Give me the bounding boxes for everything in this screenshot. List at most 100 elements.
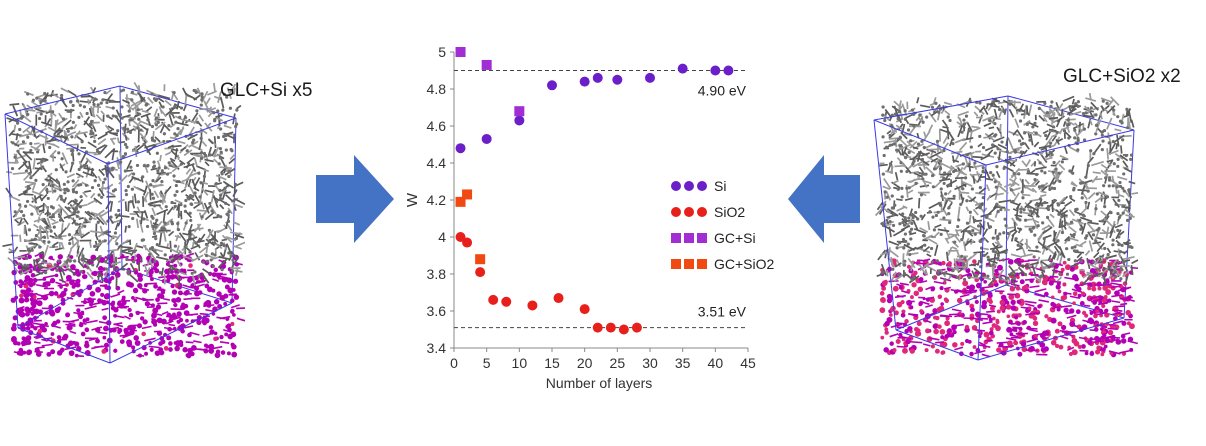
carbon-atom (27, 247, 31, 251)
carbon-bond (934, 223, 942, 229)
carbon-bond (1056, 251, 1061, 261)
substrate-bond (69, 318, 80, 323)
carbon-bond (101, 166, 108, 171)
carbon-atom (33, 237, 37, 241)
carbon-atom (45, 188, 49, 192)
carbon-bond (941, 119, 949, 128)
carbon-atom (1012, 171, 1016, 176)
carbon-bond (219, 166, 233, 170)
carbon-bond (928, 112, 937, 123)
substrate-atom (1062, 282, 1067, 287)
carbon-atom (68, 241, 72, 246)
carbon-bond (1103, 217, 1114, 228)
substrate-bond (1090, 298, 1103, 303)
carbon-bond (1117, 189, 1120, 198)
carbon-bond (159, 124, 166, 134)
carbon-bond (1005, 137, 1009, 147)
carbon-atom (1045, 110, 1050, 115)
carbon-atom (1069, 194, 1073, 199)
carbon-bond (1063, 145, 1068, 155)
substrate-atom (204, 283, 210, 289)
carbon-bond (1050, 133, 1058, 138)
carbon-bond (98, 168, 105, 177)
carbon-bond (217, 258, 228, 269)
carbon-bond (26, 172, 34, 178)
carbon-bond (1119, 154, 1129, 162)
carbon-atom (161, 105, 165, 109)
carbon-atom (1008, 155, 1012, 159)
carbon-atom (903, 109, 907, 113)
substrate-bond (1070, 323, 1079, 328)
carbon-bond (56, 129, 64, 136)
carbon-atom (135, 163, 140, 168)
carbon-bond (1125, 209, 1134, 217)
carbon-atom (1129, 157, 1133, 162)
carbon-atom (935, 259, 939, 263)
carbon-atom (217, 162, 221, 166)
substrate-atom (1102, 285, 1108, 291)
substrate-bond (219, 341, 230, 345)
carbon-atom (921, 177, 925, 181)
carbon-atom (1016, 217, 1020, 221)
carbon-atom (932, 228, 937, 232)
carbon-bond (961, 230, 966, 240)
substrate-atom (962, 280, 969, 287)
substrate-atom (879, 307, 886, 314)
substrate-atom (889, 313, 893, 317)
carbon-atom (66, 188, 70, 192)
substrate-atom (880, 297, 886, 303)
carbon-atom (1042, 237, 1046, 241)
carbon-bond (87, 141, 97, 149)
y-tick-label: 4 (438, 229, 446, 245)
carbon-atom (1022, 208, 1026, 212)
substrate-atom (1089, 351, 1095, 357)
substrate-atom (114, 271, 121, 278)
carbon-atom (43, 271, 48, 275)
carbon-atom (1069, 220, 1074, 224)
substrate-atom (884, 330, 889, 335)
substrate-bond (212, 278, 220, 283)
carbon-atom (1052, 262, 1056, 266)
carbon-atom (1074, 102, 1078, 106)
carbon-atom (55, 180, 60, 184)
carbon-bond (55, 135, 68, 139)
carbon-bond (77, 260, 85, 269)
carbon-atom (1094, 207, 1098, 211)
carbon-atom (75, 214, 79, 219)
carbon-bond (230, 231, 243, 235)
carbon-bond (104, 183, 114, 191)
carbon-atom (1051, 181, 1056, 185)
carbon-bond (882, 185, 891, 191)
carbon-atom (200, 215, 204, 219)
carbon-bond (986, 258, 998, 264)
carbon-bond (164, 151, 172, 156)
carbon-bond (1015, 261, 1025, 269)
carbon-bond (1007, 137, 1014, 150)
carbon-bond (1112, 220, 1116, 227)
substrate-atom (1016, 299, 1022, 305)
carbon-atom (973, 161, 977, 165)
substrate-bond (1025, 303, 1035, 308)
right-structure-image (868, 90, 1143, 365)
substrate-atom (975, 282, 982, 289)
carbon-bond (1028, 104, 1033, 116)
carbon-atom (221, 108, 225, 112)
substrate-atom (1097, 286, 1102, 291)
substrate-bond (79, 321, 87, 326)
substrate-atom (161, 318, 167, 325)
carbon-atom (71, 103, 75, 108)
substrate-bond (1091, 337, 1103, 341)
carbon-bond (1122, 270, 1130, 278)
carbon-bond (187, 223, 193, 236)
carbon-atom (1107, 141, 1111, 145)
carbon-atom (234, 124, 238, 129)
carbon-atom (156, 120, 160, 124)
carbon-atom (176, 221, 180, 226)
carbon-bond (998, 107, 1004, 118)
carbon-atom (47, 240, 51, 244)
carbon-atom (210, 252, 214, 256)
substrate-bond (141, 325, 152, 330)
substrate-atom (1020, 341, 1027, 347)
carbon-atom (942, 176, 946, 181)
substrate-bond (156, 288, 166, 292)
